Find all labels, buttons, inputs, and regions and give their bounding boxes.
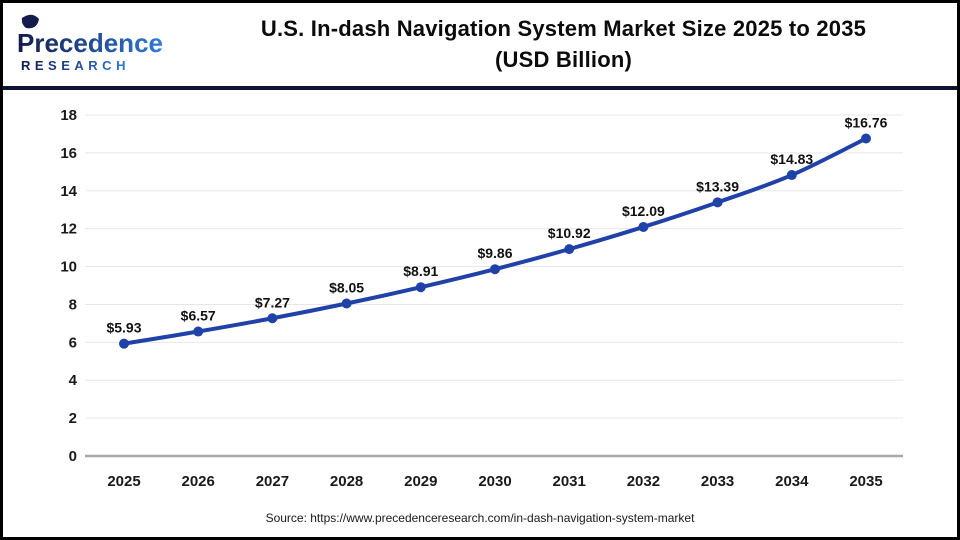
data-point-marker [119, 338, 129, 349]
data-point-label: $6.57 [181, 308, 216, 324]
x-tick-label: 2026 [182, 473, 215, 490]
data-point-marker [267, 313, 278, 324]
data-point-label: $5.93 [106, 320, 141, 336]
y-tick-label: 6 [69, 334, 77, 351]
data-point-label: $16.76 [845, 114, 888, 130]
x-tick-label: 2035 [849, 473, 882, 490]
data-point-marker [564, 244, 575, 255]
x-tick-label: 2032 [627, 473, 660, 490]
chart-area: 0 2 4 6 8 10 12 14 16 18 2025 2026 2027 2028 2029 2030 2… [3, 91, 957, 505]
logo-leaf-icon [21, 14, 39, 29]
data-point-label: $9.86 [477, 245, 512, 261]
y-tick-label: 8 [69, 296, 77, 313]
x-tick-label: 2027 [256, 473, 289, 490]
y-tick-label: 16 [60, 145, 77, 162]
chart-title: U.S. In-dash Navigation System Market Si… [178, 5, 949, 85]
data-point-label: $10.92 [548, 225, 591, 241]
series-line [122, 136, 868, 346]
data-point-marker [415, 282, 426, 293]
source-text: Source: https://www.precedenceresearch.c… [265, 511, 695, 525]
y-tick-label: 18 [60, 107, 77, 124]
data-point-label: $8.05 [329, 279, 364, 295]
y-tick-label: 4 [69, 372, 78, 389]
y-tick-label: 12 [60, 221, 77, 238]
chart-title-line1: U.S. In-dash Navigation System Market Si… [260, 16, 867, 42]
logo-brand-text: Precedence [17, 28, 163, 58]
x-tick-label: 2029 [404, 473, 437, 490]
data-point-marker [341, 298, 352, 309]
data-point-label: $8.91 [403, 263, 438, 279]
line-chart-canvas: 0 2 4 6 8 10 12 14 16 18 2025 2026 2027 2028 2029 2030 2… [60, 107, 903, 490]
x-tick-label: 2033 [701, 473, 734, 490]
y-tick-label: 14 [60, 183, 77, 200]
data-point-marker [193, 326, 204, 337]
data-point-marker [490, 264, 500, 275]
x-tick-label: 2034 [775, 473, 809, 490]
data-point-label: $7.27 [255, 294, 290, 310]
y-tick-label: 2 [69, 410, 77, 427]
header: Precedence RESEARCH U.S. In-dash Navigat… [3, 3, 957, 86]
chart-title-line2: (USD Billion) [494, 47, 633, 72]
x-tick-label: 2028 [330, 473, 363, 490]
data-point-marker [712, 197, 723, 208]
data-point-label: $14.83 [770, 151, 813, 167]
x-tick-label: 2031 [553, 473, 586, 490]
data-point-marker [786, 170, 797, 181]
data-point-label: $13.39 [696, 178, 739, 194]
logo-sub-text: RESEARCH [21, 58, 130, 73]
x-tick-label: 2030 [478, 473, 511, 490]
data-point-label: $12.09 [622, 203, 665, 219]
y-tick-label: 10 [60, 259, 77, 276]
header-divider [3, 86, 957, 90]
y-tick-label: 0 [69, 448, 77, 465]
data-point-marker [638, 221, 649, 232]
x-tick-label: 2025 [107, 473, 140, 490]
data-point-marker [861, 133, 871, 144]
precedence-research-logo: Precedence RESEARCH [17, 14, 163, 73]
